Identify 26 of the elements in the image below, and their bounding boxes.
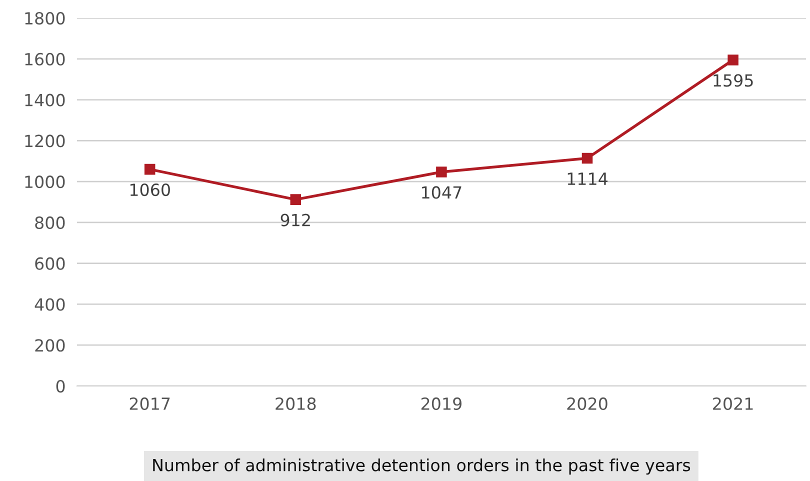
data-label: 912 <box>280 214 310 226</box>
data-label: 1060 <box>130 183 170 196</box>
x-tick-label: 2019 <box>421 397 462 410</box>
y-tick-label: 400 <box>34 298 65 311</box>
y-tick-label: 800 <box>35 216 65 230</box>
text: Number of administrative detention orders in the past five years <box>153 458 690 475</box>
y-tick-label: 200 <box>35 339 65 352</box>
point <box>144 164 156 175</box>
y-tick-label: 1600 <box>25 52 65 66</box>
x-tick-label: 2017 <box>130 397 170 410</box>
point <box>436 166 447 178</box>
point <box>290 194 302 205</box>
y-tick-label: 600 <box>35 257 65 270</box>
x-tick-label: 2021 <box>713 397 753 410</box>
y-tick-label: 1400 <box>25 94 65 106</box>
data-label: 1047 <box>422 186 462 199</box>
x-tick-label: 2018 <box>276 397 316 410</box>
y-tick-label: 1000 <box>25 176 65 188</box>
point <box>582 152 593 164</box>
data-label: 1595 <box>714 74 753 87</box>
x-tick-label: 2020 <box>567 397 608 410</box>
point <box>728 54 738 66</box>
y-tick-label: 1200 <box>25 134 65 148</box>
y-tick-label: 0 <box>56 380 65 393</box>
data-label: 1114 <box>568 172 608 185</box>
y-tick-label: 1800 <box>25 12 65 25</box>
